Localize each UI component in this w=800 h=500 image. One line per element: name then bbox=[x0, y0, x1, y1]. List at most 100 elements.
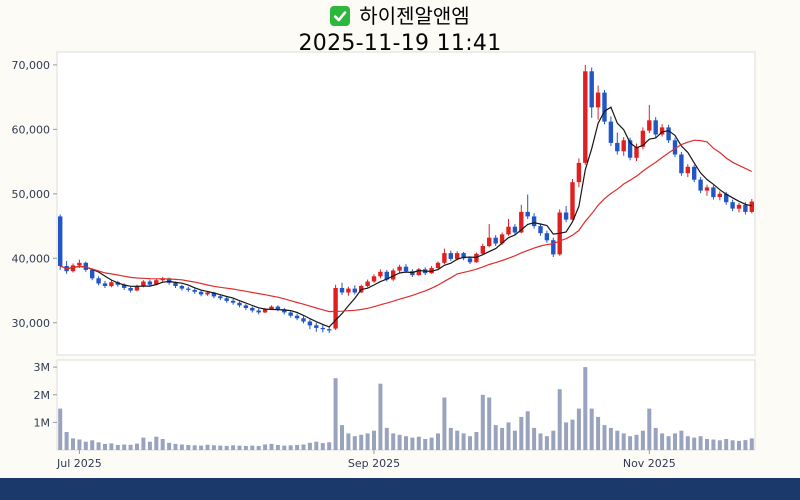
candle-body bbox=[346, 288, 351, 293]
axis-label: 2M bbox=[34, 389, 51, 402]
volume-bar bbox=[461, 433, 466, 450]
volume-bar bbox=[96, 442, 101, 450]
candle-body bbox=[435, 262, 441, 268]
candle-body bbox=[403, 266, 409, 272]
volume-bar bbox=[192, 445, 197, 450]
volume-bar bbox=[717, 440, 722, 450]
candle-body bbox=[230, 300, 236, 303]
candle-body bbox=[250, 307, 255, 311]
candle-body bbox=[531, 216, 537, 227]
axis-label: 30,000 bbox=[12, 317, 51, 330]
volume-bar bbox=[576, 408, 581, 450]
volume-bar bbox=[525, 411, 530, 450]
candle-body bbox=[499, 234, 505, 244]
candle-body bbox=[736, 204, 742, 209]
candle-body bbox=[493, 237, 498, 244]
volume-bar bbox=[391, 433, 396, 450]
candle-body bbox=[467, 258, 473, 263]
volume-bar bbox=[314, 441, 319, 450]
candle-body bbox=[90, 269, 95, 279]
candle-body bbox=[307, 321, 313, 326]
candle-body bbox=[275, 306, 281, 310]
ma5-line bbox=[59, 106, 752, 328]
volume-bar bbox=[147, 441, 152, 450]
volume-bar bbox=[602, 425, 607, 450]
volume-bar bbox=[378, 383, 383, 450]
volume-bar bbox=[320, 443, 325, 450]
candle-body bbox=[717, 193, 722, 197]
volume-bar bbox=[423, 439, 428, 450]
volume-bar bbox=[436, 433, 440, 450]
volume-bar bbox=[199, 445, 204, 450]
candle-body bbox=[122, 284, 127, 288]
axis-label: Jul 2025 bbox=[56, 457, 102, 470]
candle-body bbox=[83, 262, 88, 270]
volume-bar bbox=[333, 378, 338, 450]
volume-bar bbox=[154, 436, 159, 450]
volume-bar bbox=[404, 436, 408, 450]
volume-bar bbox=[519, 416, 524, 450]
volume-bar bbox=[640, 430, 645, 450]
volume-bar bbox=[237, 445, 242, 450]
volume-bar bbox=[128, 444, 133, 450]
candle-body bbox=[672, 140, 678, 155]
candle-body bbox=[608, 121, 614, 143]
volume-bar bbox=[365, 433, 370, 450]
volume-bar bbox=[301, 444, 306, 450]
candle-body bbox=[70, 265, 76, 272]
candle-body bbox=[512, 226, 518, 233]
volume-bar bbox=[455, 430, 460, 450]
candle-body bbox=[237, 302, 242, 306]
volume-bar bbox=[500, 427, 505, 450]
candle-body bbox=[595, 92, 601, 108]
candle-body bbox=[640, 130, 646, 147]
volume-bar bbox=[512, 430, 517, 450]
candle-body bbox=[269, 306, 274, 310]
checkmark-icon bbox=[334, 11, 347, 22]
candle-body bbox=[211, 292, 217, 297]
ma20-line bbox=[59, 139, 753, 313]
candle-body bbox=[384, 271, 389, 280]
volume-bar bbox=[724, 439, 729, 450]
candle-body bbox=[314, 325, 319, 328]
volume-bar bbox=[705, 439, 709, 450]
volume-bar bbox=[160, 439, 165, 450]
volume-bar bbox=[506, 422, 511, 450]
checked-checkbox-icon[interactable] bbox=[330, 6, 351, 26]
axis-label: 3M bbox=[34, 361, 51, 374]
candle-body bbox=[538, 226, 543, 234]
candle-body bbox=[301, 318, 306, 322]
candle-body bbox=[282, 309, 287, 313]
candle-body bbox=[602, 92, 607, 122]
candle-body bbox=[563, 212, 569, 220]
candle-body bbox=[186, 288, 191, 290]
volume-bar bbox=[103, 443, 107, 450]
price-volume-chart: 30,000 40,000 50,000 60,000 70,000 1M 2M 3M Jul … bbox=[12, 51, 756, 470]
volume-bar bbox=[493, 425, 498, 450]
volume-bar bbox=[564, 422, 569, 450]
volume-bar bbox=[589, 408, 594, 450]
volume-bar bbox=[205, 444, 210, 450]
volume-bar bbox=[448, 427, 453, 450]
candle-body bbox=[333, 288, 338, 329]
volume-bar bbox=[743, 440, 748, 450]
volume-bar bbox=[90, 440, 95, 450]
candle-body bbox=[724, 193, 729, 203]
volume-bar bbox=[71, 438, 75, 450]
candle-body bbox=[294, 315, 300, 319]
volume-bar bbox=[243, 445, 248, 450]
candle-body bbox=[416, 269, 421, 276]
candle-body bbox=[647, 120, 652, 131]
candle-body bbox=[487, 237, 492, 247]
volume-bar bbox=[83, 441, 88, 450]
volume-bar bbox=[737, 440, 741, 450]
volume-bar bbox=[77, 439, 82, 450]
volume-bar bbox=[557, 389, 562, 450]
volume-bar bbox=[429, 437, 434, 450]
candle-body bbox=[371, 276, 377, 282]
candle-body bbox=[576, 162, 582, 183]
volume-bar bbox=[615, 430, 620, 450]
candle-body bbox=[134, 286, 140, 291]
candle-body bbox=[743, 204, 748, 212]
volume-bar bbox=[282, 445, 287, 450]
